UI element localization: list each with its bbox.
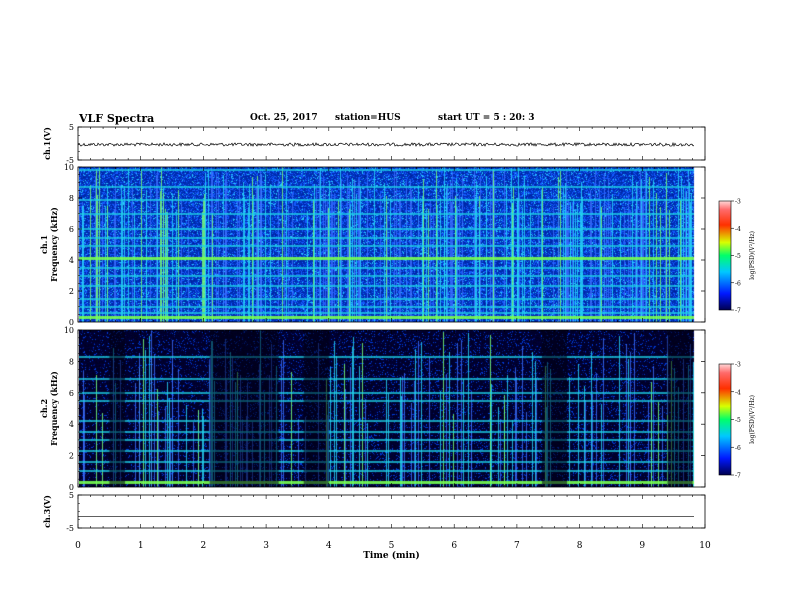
panel-ch2-spectrogram: -3 -4 -5 -6 -7 log(PSD)(V²/Hz) 0 2 4 6 8 10 ch.2 Freq… <box>39 326 756 492</box>
colorbar-tick-label: -7 <box>735 308 741 315</box>
header-station: station=HUS <box>335 113 401 123</box>
colorbar-label: log(PSD)(V²/Hz) <box>749 231 756 280</box>
colorbar-tick-label: -4 <box>735 226 741 233</box>
panel-frame <box>77 126 706 161</box>
colorbar-tick-label: -3 <box>735 199 741 206</box>
panel-ch1-spectrogram: -3 -4 -5 -6 -7 log(PSD)(V²/Hz) 0 2 4 6 8 10 ch.1 Freq… <box>39 163 756 327</box>
x-tick-label: 3 <box>263 541 269 551</box>
colorbar-tick-label: -4 <box>735 389 741 396</box>
x-tick-label: 2 <box>201 541 207 551</box>
x-tick-label: 0 <box>75 541 81 551</box>
panel-ch3-waveform: 5 -5 ch.3(V) <box>42 491 706 533</box>
header-date: Oct. 25, 2017 <box>250 113 318 123</box>
colorbar-label: log(PSD)(V²/Hz) <box>749 395 756 444</box>
y-tick-label: 4 <box>69 420 74 429</box>
y-axis-label-frequency: Frequency (kHz) <box>49 371 59 446</box>
colorbar-tick-label: -6 <box>735 445 741 452</box>
waveform-line <box>77 141 695 148</box>
colorbar-tick-label: -7 <box>735 473 741 480</box>
colorbar <box>718 363 732 476</box>
x-axis-label: Time (min) <box>363 550 420 561</box>
colorbar-tick-label: -5 <box>735 253 741 260</box>
x-tick-label: 10 <box>699 541 711 551</box>
y-tick-label: 2 <box>69 287 74 296</box>
y-tick-label: 8 <box>69 357 74 366</box>
panel-ch1-waveform: 5 -5 ch.1(V) <box>42 123 706 165</box>
colorbar-tick-label: -6 <box>735 280 741 287</box>
y-tick-label: 0 <box>69 318 74 327</box>
y-tick-label: -5 <box>66 156 74 165</box>
y-tick-label: 10 <box>64 326 74 335</box>
y-axis-label: ch.1 <box>39 235 49 254</box>
y-tick-label: 5 <box>69 123 74 132</box>
page-title: VLF Spectra <box>79 112 155 125</box>
colorbar-tick-label: -3 <box>735 362 741 369</box>
y-axis-label-frequency: Frequency (kHz) <box>49 207 59 282</box>
x-tick-label: 5 <box>389 541 395 551</box>
y-tick-label: -5 <box>66 524 74 533</box>
x-tick-label: 7 <box>514 541 520 551</box>
header-start-time: start UT = 5 : 20: 3 <box>438 113 535 123</box>
y-tick-label: 2 <box>69 452 74 461</box>
colorbar <box>718 200 732 311</box>
y-tick-label: 5 <box>69 491 74 500</box>
y-axis-label: ch.1(V) <box>42 127 52 160</box>
x-tick-label: 6 <box>451 541 457 551</box>
x-tick-label: 4 <box>326 541 332 551</box>
x-tick-label: 8 <box>577 541 583 551</box>
y-axis-label: ch.2 <box>39 399 49 418</box>
panel-frame <box>77 494 706 529</box>
y-tick-label: 6 <box>69 225 74 234</box>
y-axis-label: ch.3(V) <box>42 495 52 528</box>
y-tick-label: 10 <box>64 163 74 172</box>
y-tick-label: 6 <box>69 389 74 398</box>
y-tick-label: 8 <box>69 194 74 203</box>
x-tick-label: 9 <box>639 541 645 551</box>
y-tick-label: 0 <box>69 483 74 492</box>
x-tick-label: 1 <box>138 541 144 551</box>
spectrogram-image <box>79 167 705 322</box>
y-tick-label: 4 <box>69 256 74 265</box>
spectrogram-image <box>79 330 705 487</box>
colorbar-tick-label: -5 <box>735 417 741 424</box>
